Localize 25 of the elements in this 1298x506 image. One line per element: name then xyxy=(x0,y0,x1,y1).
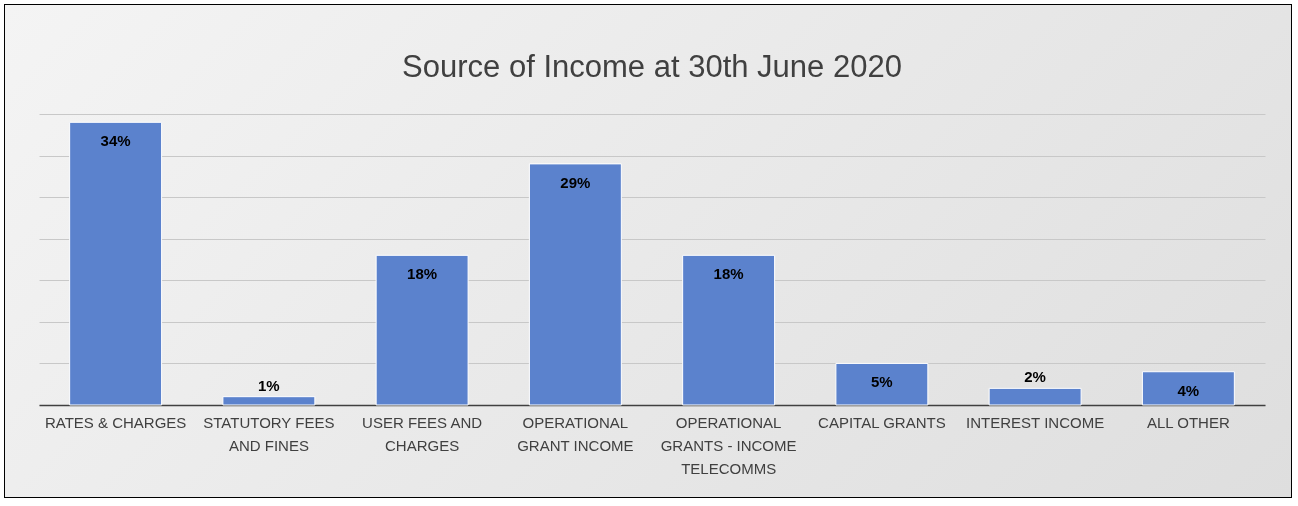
x-tick-label: ALL OTHER xyxy=(1146,413,1230,431)
bar xyxy=(835,362,929,406)
x-tick-label: STATUTORY FEES AND FINES xyxy=(203,413,335,454)
x-tick-label: USER FEES AND CHARGES xyxy=(362,413,483,454)
bar xyxy=(375,254,469,406)
bar xyxy=(1141,371,1235,406)
bar xyxy=(528,163,622,406)
x-tick-label: CAPITAL GRANTS xyxy=(818,413,946,431)
x-tick-label: RATES & CHARGES xyxy=(44,413,187,431)
bar xyxy=(69,121,163,406)
data-label: 18% xyxy=(713,265,744,283)
bar xyxy=(682,254,776,406)
bar xyxy=(222,396,316,406)
x-tick-label: INTEREST INCOME xyxy=(966,413,1105,431)
data-label: 1% xyxy=(258,376,280,394)
data-label: 34% xyxy=(100,132,131,150)
data-label: 2% xyxy=(1024,368,1046,386)
bar xyxy=(988,387,1082,406)
data-label: 5% xyxy=(871,373,893,391)
x-tick-label: OPERATIONAL GRANTS - INCOME TELECOMMS xyxy=(660,413,797,477)
data-label: 29% xyxy=(560,173,591,191)
data-label: 4% xyxy=(1177,381,1200,399)
chart-title: Source of Income at 30th June 2020 xyxy=(402,49,902,84)
x-tick-label: OPERATIONAL GRANT INCOME xyxy=(517,413,634,454)
data-label: 18% xyxy=(407,265,438,283)
